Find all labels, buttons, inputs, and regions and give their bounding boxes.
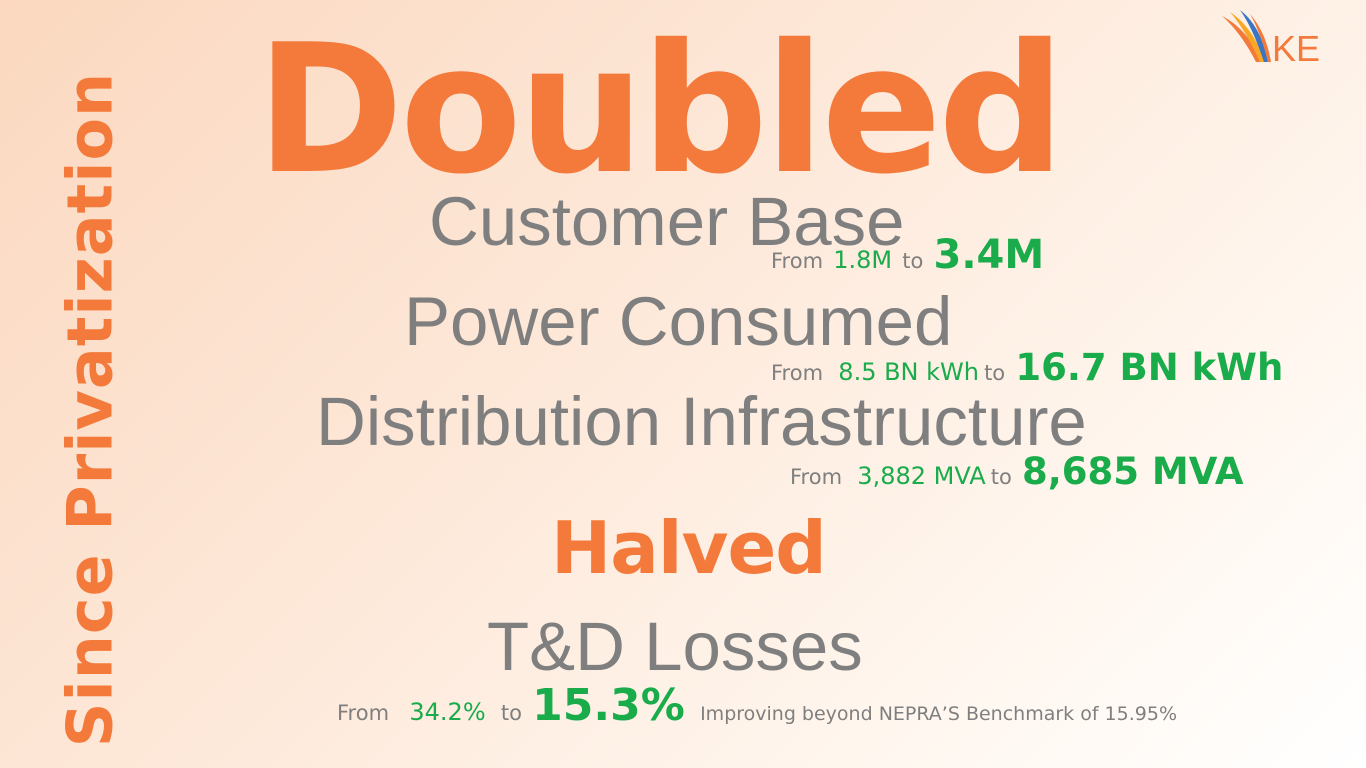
logo-text: KE bbox=[1272, 28, 1320, 66]
to-label: to bbox=[902, 249, 924, 273]
metric-change-td-losses: From 34.2% to 15.3% Improving beyond NEP… bbox=[337, 680, 1177, 731]
metric-title-power-consumed: Power Consumed bbox=[404, 283, 953, 360]
to-value: 8,685 MVA bbox=[1022, 450, 1244, 493]
from-label: From bbox=[771, 249, 824, 273]
from-value: 8.5 BN kWh bbox=[838, 358, 979, 386]
headline-doubled: Doubled bbox=[256, 6, 1065, 213]
metric-title-distribution-infrastructure: Distribution Infrastructure bbox=[316, 383, 1087, 460]
to-label: to bbox=[500, 701, 522, 725]
metric-change-distribution-infrastructure: From 3,882 MVA to 8,685 MVA bbox=[790, 450, 1244, 493]
from-value: 34.2% bbox=[409, 698, 486, 726]
to-value: 16.7 BN kWh bbox=[1015, 346, 1284, 389]
from-value: 1.8M bbox=[833, 246, 893, 274]
metric-title-customer-base: Customer Base bbox=[429, 183, 905, 260]
to-value: 15.3% bbox=[532, 680, 685, 731]
from-label: From bbox=[337, 701, 390, 725]
to-label: to bbox=[984, 361, 1006, 385]
metric-change-customer-base: From 1.8M to 3.4M bbox=[771, 232, 1044, 278]
from-label: From bbox=[790, 465, 843, 489]
metric-title-td-losses: T&D Losses bbox=[487, 608, 863, 685]
benchmark-note: Improving beyond NEPRA’S Benchmark of 15… bbox=[700, 703, 1177, 725]
side-title: Since Privatization bbox=[53, 71, 127, 748]
metric-change-power-consumed: From 8.5 BN kWh to 16.7 BN kWh bbox=[771, 346, 1283, 389]
from-value: 3,882 MVA bbox=[857, 462, 986, 490]
to-label: to bbox=[990, 465, 1012, 489]
from-label: From bbox=[771, 361, 824, 385]
ke-logo: KE bbox=[1222, 10, 1320, 66]
headline-halved: Halved bbox=[551, 506, 827, 590]
to-value: 3.4M bbox=[933, 232, 1045, 278]
